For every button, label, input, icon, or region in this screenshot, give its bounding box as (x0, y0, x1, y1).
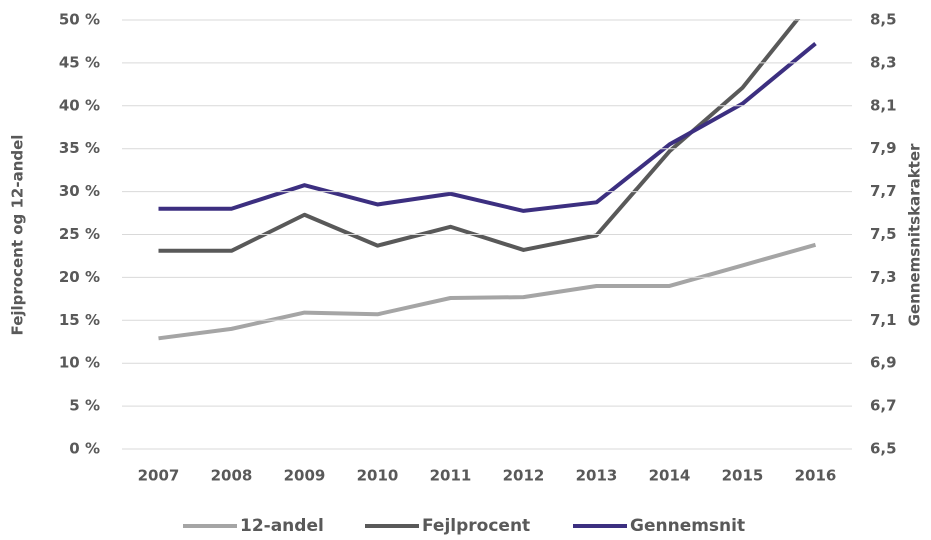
x-tick-label: 2012 (503, 467, 545, 485)
y2-tick-label: 6,5 (870, 440, 897, 458)
y2-tick-label: 7,5 (870, 225, 897, 243)
y-tick-label: 15 % (59, 311, 100, 329)
y-tick-label: 45 % (59, 53, 100, 71)
x-tick-label: 2011 (430, 467, 472, 485)
legend-label: Gennemsnit (630, 516, 745, 536)
y-tick-label: 50 % (59, 11, 100, 29)
x-tick-label: 2015 (722, 467, 764, 485)
y2-tick-label: 6,7 (870, 397, 897, 415)
y-axis-title: Fejlprocent og 12-andel (9, 135, 27, 336)
y-tick-label: 30 % (59, 182, 100, 200)
y-tick-label: 40 % (59, 96, 100, 114)
y-tick-label: 5 % (69, 397, 100, 415)
series-line (158, 242, 817, 341)
legend-label: 12-andel (240, 516, 324, 536)
y-tick-label: 25 % (59, 225, 100, 243)
legend-label: Fejlprocent (422, 516, 530, 536)
x-tick-label: 2008 (211, 467, 253, 485)
x-tick-label: 2009 (284, 467, 326, 485)
y2-tick-label: 6,9 (870, 354, 897, 372)
y2-axis-title: Gennemsnitskarakter (906, 143, 924, 326)
series-line (158, 19, 801, 253)
x-tick-label: 2010 (357, 467, 399, 485)
y2-tick-label: 8,1 (870, 96, 897, 114)
y-tick-label: 20 % (59, 268, 100, 286)
series-line (158, 42, 817, 213)
y-tick-label: 0 % (69, 440, 100, 458)
x-tick-label: 2014 (649, 467, 691, 485)
y-tick-label: 10 % (59, 354, 100, 372)
y2-tick-label: 7,1 (870, 311, 897, 329)
y2-tick-label: 7,7 (870, 182, 897, 200)
x-tick-label: 2016 (795, 467, 837, 485)
plot-area (158, 19, 817, 341)
y2-tick-label: 7,3 (870, 268, 897, 286)
y2-tick-label: 7,9 (870, 139, 897, 157)
y2-tick-label: 8,3 (870, 53, 897, 71)
x-tick-label: 2013 (576, 467, 618, 485)
x-tick-label: 2007 (138, 467, 180, 485)
y-tick-label: 35 % (59, 139, 100, 157)
y2-tick-label: 8,5 (870, 11, 897, 29)
